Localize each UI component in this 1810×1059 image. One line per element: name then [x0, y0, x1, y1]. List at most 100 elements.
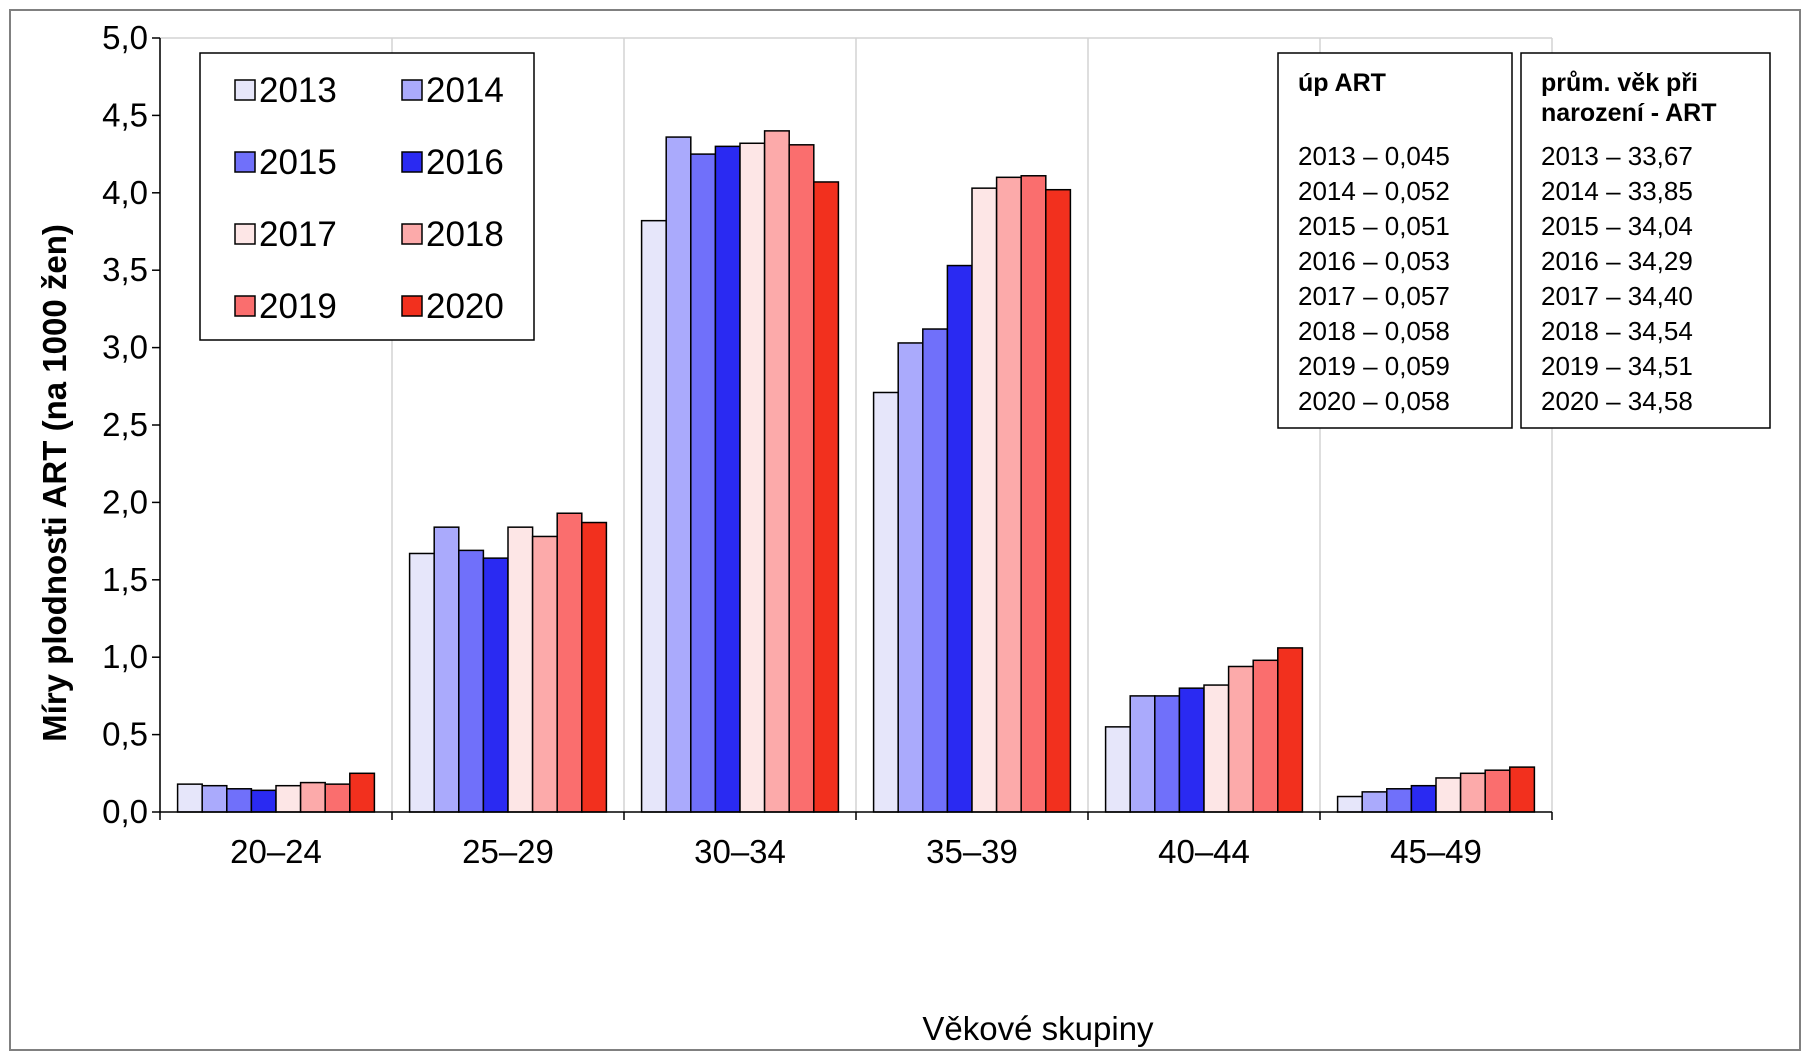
bar-30–34-2016: [714, 145, 741, 813]
bar-20–24-2019: [324, 783, 351, 813]
y-tick-label: 4,0: [102, 174, 148, 211]
y-tick-label: 4,5: [102, 96, 148, 133]
bar-35–39-2016: [946, 264, 973, 813]
annotation-boxes: úp ART 2013 – 0,045 2014 – 0,052 2015 – 0,0…: [1277, 52, 1771, 429]
bar-20–24-2018: [299, 781, 326, 813]
annotation-line: 2018 – 0,058: [1298, 316, 1450, 346]
annotation-line: 2014 – 0,052: [1298, 176, 1450, 206]
legend-swatch-2014: [401, 79, 423, 101]
annotation-title: narození - ART: [1541, 99, 1716, 127]
y-tick-labels: 0,0 0,5 1,0 1,5 2,0 2,5 3,0 3,5 4,0 4,5 5,0: [102, 19, 148, 830]
legend-box: [199, 52, 535, 341]
bar-25–29-2019: [556, 512, 583, 813]
annotation-line: 2013 – 0,045: [1298, 141, 1450, 171]
annotation-line: 2015 – 0,051: [1298, 211, 1450, 241]
bar-25–29-2017: [507, 526, 534, 813]
bar-35–39-2013: [872, 391, 899, 813]
bar-45–49-2020: [1509, 766, 1536, 813]
bar-20–24-2014: [201, 784, 228, 813]
bar-25–29-2013: [408, 552, 435, 813]
annotation-line: 2017 – 34,40: [1541, 281, 1693, 311]
bar-35–39-2017: [971, 187, 998, 813]
axes: [152, 37, 1553, 820]
annotation-box-2: [1520, 52, 1771, 429]
bar-40–44-2019: [1252, 659, 1279, 813]
legend-label-2018: 2018: [426, 215, 504, 254]
bar-45–49-2019: [1484, 769, 1511, 813]
bar-25–29-2015: [458, 549, 485, 813]
legend: 2013 2014 2015 2016 2017 2018 2019 2020: [199, 52, 535, 341]
y-tick-label: 1,5: [102, 561, 148, 598]
bar-45–49-2018: [1459, 772, 1486, 813]
bar-30–34-2018: [763, 130, 790, 813]
annotation-box-1: [1277, 52, 1513, 429]
legend-label-2016: 2016: [426, 143, 504, 182]
x-tick-label: 45–49: [1390, 833, 1482, 870]
legend-label-2019: 2019: [259, 287, 337, 326]
annotation-line: 2017 – 0,057: [1298, 281, 1450, 311]
y-tick-label: 2,0: [102, 483, 148, 520]
bar-45–49-2013: [1336, 795, 1363, 813]
legend-swatch-2017: [234, 223, 256, 245]
bar-40–44-2016: [1178, 687, 1205, 813]
y-tick-label: 3,5: [102, 251, 148, 288]
bar-40–44-2020: [1277, 647, 1304, 813]
bar-30–34-2019: [788, 144, 815, 813]
bar-45–49-2017: [1435, 777, 1462, 813]
annotation-line: 2015 – 34,04: [1541, 211, 1693, 241]
bar-20–24-2016: [250, 789, 277, 813]
legend-label-2020: 2020: [426, 287, 504, 326]
y-tick-label: 2,5: [102, 406, 148, 443]
bar-30–34-2014: [665, 136, 692, 813]
annotation-line: 2018 – 34,54: [1541, 316, 1693, 346]
x-tick-labels: 20–24 25–29 30–34 35–39 40–44 45–49: [230, 833, 1482, 870]
annotation-line: 2019 – 34,51: [1541, 351, 1693, 381]
y-tick-label: 5,0: [102, 19, 148, 56]
bar-25–29-2016: [482, 557, 509, 813]
legend-label-2015: 2015: [259, 143, 337, 182]
bar-35–39-2020: [1045, 188, 1072, 813]
bar-35–39-2014: [897, 342, 924, 813]
y-tick-label: 3,0: [102, 329, 148, 366]
x-tick-label: 35–39: [926, 833, 1018, 870]
annotation-line: 2014 – 33,85: [1541, 176, 1693, 206]
bar-35–39-2018: [995, 176, 1022, 813]
y-tick-label: 1,0: [102, 638, 148, 675]
bar-40–44-2013: [1104, 726, 1131, 813]
legend-label-2017: 2017: [259, 215, 337, 254]
bar-45–49-2016: [1410, 784, 1437, 813]
annotation-line: 2016 – 0,053: [1298, 246, 1450, 276]
legend-label-2013: 2013: [259, 71, 337, 110]
bar-30–34-2013: [640, 219, 667, 813]
legend-swatch-2015: [234, 151, 256, 173]
legend-swatch-2013: [234, 79, 256, 101]
bar-30–34-2015: [690, 153, 717, 813]
bar-20–24-2013: [176, 783, 203, 813]
bar-25–29-2014: [433, 526, 460, 813]
y-tick-label: 0,5: [102, 716, 148, 753]
x-tick-label: 30–34: [694, 833, 786, 870]
bar-20–24-2020: [349, 772, 376, 813]
annotation-title: úp ART: [1298, 69, 1386, 97]
x-tick-label: 25–29: [462, 833, 554, 870]
annotation-title: prům. věk při: [1541, 69, 1698, 97]
legend-label-2014: 2014: [426, 71, 504, 110]
x-tick-label: 20–24: [230, 833, 322, 870]
annotation-line: 2019 – 0,059: [1298, 351, 1450, 381]
bar-45–49-2014: [1361, 791, 1388, 813]
legend-swatch-2016: [401, 151, 423, 173]
bar-20–24-2015: [226, 788, 253, 813]
legend-swatch-2018: [401, 223, 423, 245]
x-axis-title: Věkové skupiny: [922, 1010, 1154, 1047]
bar-35–39-2019: [1020, 175, 1047, 813]
legend-swatch-2020: [401, 295, 423, 317]
y-axis-title: Míry plodnosti ART (na 1000 žen): [36, 224, 73, 742]
bar-35–39-2015: [922, 328, 949, 813]
bar-45–49-2015: [1386, 788, 1413, 813]
bar-20–24-2017: [275, 784, 302, 813]
bar-40–44-2017: [1203, 684, 1230, 813]
annotation-line: 2016 – 34,29: [1541, 246, 1693, 276]
bar-25–29-2020: [581, 521, 608, 813]
annotation-line: 2020 – 0,058: [1298, 386, 1450, 416]
